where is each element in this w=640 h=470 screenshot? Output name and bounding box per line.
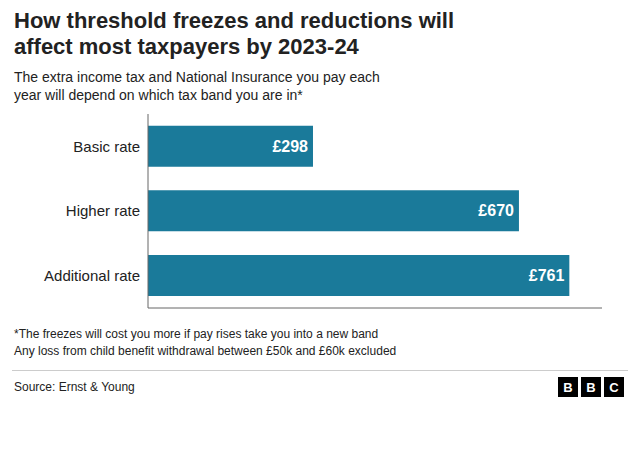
svg-text:Basic rate: Basic rate — [73, 138, 140, 155]
html-text:B: B — [563, 379, 573, 395]
html-text:Source: Ernst & Young: Source: Ernst & Young — [14, 380, 135, 394]
html-text:affect most taxpayers by 2023-: affect most taxpayers by 2023-24 — [14, 34, 359, 59]
html-text:Any loss from child benefit wi: Any loss from child benefit withdrawal b… — [14, 344, 397, 358]
html-text:year will depend on which tax: year will depend on which tax band you a… — [14, 87, 303, 103]
html-text:*The freezes will cost you mor: *The freezes will cost you more if pay r… — [14, 327, 379, 341]
svg-text:£670: £670 — [478, 202, 514, 219]
html-text:C: C — [609, 379, 619, 395]
svg-text:£761: £761 — [529, 267, 565, 284]
html-text:B: B — [586, 379, 596, 395]
svg-text:£298: £298 — [272, 138, 308, 155]
html-text:The extra income tax and Natio: The extra income tax and National Insura… — [14, 69, 380, 85]
svg-text:Additional rate: Additional rate — [44, 267, 140, 284]
html-text:How threshold freezes and redu: How threshold freezes and reductions wil… — [14, 8, 455, 33]
svg-text:Higher rate: Higher rate — [66, 202, 140, 219]
